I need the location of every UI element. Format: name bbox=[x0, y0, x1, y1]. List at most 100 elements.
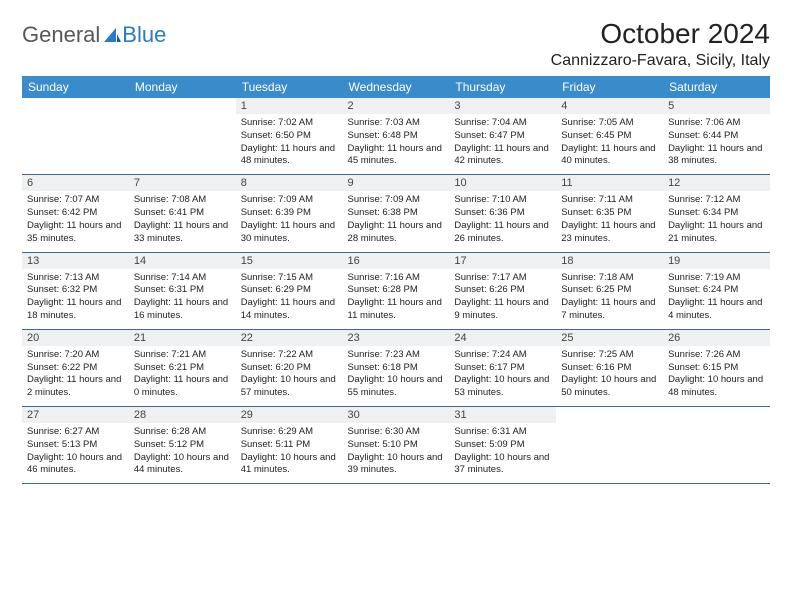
weekday-header: Saturday bbox=[663, 76, 770, 98]
calendar-day-cell: 19Sunrise: 7:19 AMSunset: 6:24 PMDayligh… bbox=[663, 252, 770, 329]
day-number: 16 bbox=[343, 253, 450, 269]
sunset-line: Sunset: 6:31 PM bbox=[134, 284, 231, 297]
weekday-header: Tuesday bbox=[236, 76, 343, 98]
day-number: 28 bbox=[129, 407, 236, 423]
day-details: Sunrise: 7:11 AMSunset: 6:35 PMDaylight:… bbox=[556, 191, 663, 251]
day-details: Sunrise: 7:10 AMSunset: 6:36 PMDaylight:… bbox=[449, 191, 556, 251]
daylight-line: Daylight: 10 hours and 55 minutes. bbox=[348, 374, 445, 400]
sunrise-line: Sunrise: 7:11 AM bbox=[561, 194, 658, 207]
sunrise-line: Sunrise: 6:30 AM bbox=[348, 426, 445, 439]
daylight-line: Daylight: 11 hours and 4 minutes. bbox=[668, 297, 765, 323]
calendar-week-row: 27Sunrise: 6:27 AMSunset: 5:13 PMDayligh… bbox=[22, 407, 770, 484]
day-details: Sunrise: 7:13 AMSunset: 6:32 PMDaylight:… bbox=[22, 269, 129, 329]
sunrise-line: Sunrise: 7:19 AM bbox=[668, 272, 765, 285]
calendar-day-cell: 27Sunrise: 6:27 AMSunset: 5:13 PMDayligh… bbox=[22, 407, 129, 484]
daylight-line: Daylight: 11 hours and 16 minutes. bbox=[134, 297, 231, 323]
sunrise-line: Sunrise: 6:29 AM bbox=[241, 426, 338, 439]
day-number: 9 bbox=[343, 175, 450, 191]
day-number: 10 bbox=[449, 175, 556, 191]
day-number: 12 bbox=[663, 175, 770, 191]
day-number: 31 bbox=[449, 407, 556, 423]
weekday-header: Friday bbox=[556, 76, 663, 98]
day-number: 29 bbox=[236, 407, 343, 423]
sunset-line: Sunset: 6:28 PM bbox=[348, 284, 445, 297]
sunset-line: Sunset: 6:29 PM bbox=[241, 284, 338, 297]
daylight-line: Daylight: 11 hours and 42 minutes. bbox=[454, 143, 551, 169]
sunset-line: Sunset: 6:22 PM bbox=[27, 362, 124, 375]
sunset-line: Sunset: 6:50 PM bbox=[241, 130, 338, 143]
day-number: 4 bbox=[556, 98, 663, 114]
sunrise-line: Sunrise: 7:02 AM bbox=[241, 117, 338, 130]
sunset-line: Sunset: 5:11 PM bbox=[241, 439, 338, 452]
calendar-day-cell: 6Sunrise: 7:07 AMSunset: 6:42 PMDaylight… bbox=[22, 175, 129, 252]
day-number: 27 bbox=[22, 407, 129, 423]
calendar-day-cell: 1 Sunrise: 7:02 AMSunset: 6:50 PMDaylight… bbox=[236, 98, 343, 175]
sunset-line: Sunset: 6:35 PM bbox=[561, 207, 658, 220]
logo: General Blue bbox=[22, 18, 166, 48]
sunrise-line: Sunrise: 7:09 AM bbox=[348, 194, 445, 207]
daylight-line: Daylight: 11 hours and 48 minutes. bbox=[241, 143, 338, 169]
daylight-line: Daylight: 11 hours and 11 minutes. bbox=[348, 297, 445, 323]
sunset-line: Sunset: 6:20 PM bbox=[241, 362, 338, 375]
day-details: Sunrise: 7:08 AMSunset: 6:41 PMDaylight:… bbox=[129, 191, 236, 251]
daylight-line: Daylight: 11 hours and 0 minutes. bbox=[134, 374, 231, 400]
sunrise-line: Sunrise: 7:18 AM bbox=[561, 272, 658, 285]
day-details: Sunrise: 7:19 AMSunset: 6:24 PMDaylight:… bbox=[663, 269, 770, 329]
calendar-day-cell: 4Sunrise: 7:05 AMSunset: 6:45 PMDaylight… bbox=[556, 98, 663, 175]
calendar-day-cell: 7Sunrise: 7:08 AMSunset: 6:41 PMDaylight… bbox=[129, 175, 236, 252]
day-details: Sunrise: 7:26 AMSunset: 6:15 PMDaylight:… bbox=[663, 346, 770, 406]
sunset-line: Sunset: 6:16 PM bbox=[561, 362, 658, 375]
sunset-line: Sunset: 5:13 PM bbox=[27, 439, 124, 452]
day-details: Sunrise: 7:24 AMSunset: 6:17 PMDaylight:… bbox=[449, 346, 556, 406]
sunset-line: Sunset: 6:17 PM bbox=[454, 362, 551, 375]
day-details: Sunrise: 7:03 AMSunset: 6:48 PMDaylight:… bbox=[343, 114, 450, 174]
sunrise-line: Sunrise: 7:23 AM bbox=[348, 349, 445, 362]
header: General Blue October 2024 Cannizzaro-Fav… bbox=[22, 18, 770, 70]
daylight-line: Daylight: 10 hours and 50 minutes. bbox=[561, 374, 658, 400]
sunrise-line: Sunrise: 6:31 AM bbox=[454, 426, 551, 439]
sunrise-line: Sunrise: 7:16 AM bbox=[348, 272, 445, 285]
calendar-day-cell: 12Sunrise: 7:12 AMSunset: 6:34 PMDayligh… bbox=[663, 175, 770, 252]
day-details: Sunrise: 7:20 AMSunset: 6:22 PMDaylight:… bbox=[22, 346, 129, 406]
day-details: Sunrise: 7:09 AMSunset: 6:39 PMDaylight:… bbox=[236, 191, 343, 251]
daylight-line: Daylight: 11 hours and 40 minutes. bbox=[561, 143, 658, 169]
calendar-day-cell: 8Sunrise: 7:09 AMSunset: 6:39 PMDaylight… bbox=[236, 175, 343, 252]
day-details: Sunrise: 7:22 AMSunset: 6:20 PMDaylight:… bbox=[236, 346, 343, 406]
sunrise-line: Sunrise: 7:06 AM bbox=[668, 117, 765, 130]
sunrise-line: Sunrise: 7:15 AM bbox=[241, 272, 338, 285]
day-details: Sunrise: 6:30 AMSunset: 5:10 PMDaylight:… bbox=[343, 423, 450, 483]
sunset-line: Sunset: 5:12 PM bbox=[134, 439, 231, 452]
calendar-day-cell: 29Sunrise: 6:29 AMSunset: 5:11 PMDayligh… bbox=[236, 407, 343, 484]
calendar-day-cell: 17Sunrise: 7:17 AMSunset: 6:26 PMDayligh… bbox=[449, 252, 556, 329]
calendar-week-row: 13Sunrise: 7:13 AMSunset: 6:32 PMDayligh… bbox=[22, 252, 770, 329]
day-details: Sunrise: 7:14 AMSunset: 6:31 PMDaylight:… bbox=[129, 269, 236, 329]
daylight-line: Daylight: 11 hours and 23 minutes. bbox=[561, 220, 658, 246]
sunrise-line: Sunrise: 7:09 AM bbox=[241, 194, 338, 207]
sunset-line: Sunset: 6:25 PM bbox=[561, 284, 658, 297]
day-number: 11 bbox=[556, 175, 663, 191]
sunrise-line: Sunrise: 7:04 AM bbox=[454, 117, 551, 130]
day-number: 25 bbox=[556, 330, 663, 346]
sunrise-line: Sunrise: 7:17 AM bbox=[454, 272, 551, 285]
day-number: 30 bbox=[343, 407, 450, 423]
day-number: 15 bbox=[236, 253, 343, 269]
day-details: Sunrise: 6:27 AMSunset: 5:13 PMDaylight:… bbox=[22, 423, 129, 483]
day-number: 1 bbox=[236, 98, 343, 114]
sunset-line: Sunset: 6:42 PM bbox=[27, 207, 124, 220]
calendar-day-cell: 23Sunrise: 7:23 AMSunset: 6:18 PMDayligh… bbox=[343, 329, 450, 406]
day-number: 23 bbox=[343, 330, 450, 346]
calendar-day-cell: 3Sunrise: 7:04 AMSunset: 6:47 PMDaylight… bbox=[449, 98, 556, 175]
day-details: Sunrise: 7:12 AMSunset: 6:34 PMDaylight:… bbox=[663, 191, 770, 251]
calendar-week-row: 6Sunrise: 7:07 AMSunset: 6:42 PMDaylight… bbox=[22, 175, 770, 252]
location: Cannizzaro-Favara, Sicily, Italy bbox=[551, 52, 770, 70]
sunset-line: Sunset: 6:36 PM bbox=[454, 207, 551, 220]
daylight-line: Daylight: 11 hours and 33 minutes. bbox=[134, 220, 231, 246]
day-details: Sunrise: 7:06 AMSunset: 6:44 PMDaylight:… bbox=[663, 114, 770, 174]
daylight-line: Daylight: 11 hours and 9 minutes. bbox=[454, 297, 551, 323]
calendar-day-cell: 21Sunrise: 7:21 AMSunset: 6:21 PMDayligh… bbox=[129, 329, 236, 406]
calendar-day-cell: 22Sunrise: 7:22 AMSunset: 6:20 PMDayligh… bbox=[236, 329, 343, 406]
calendar-day-cell: 20Sunrise: 7:20 AMSunset: 6:22 PMDayligh… bbox=[22, 329, 129, 406]
page-title: October 2024 bbox=[551, 18, 770, 50]
sunset-line: Sunset: 6:47 PM bbox=[454, 130, 551, 143]
calendar-day-cell: 30Sunrise: 6:30 AMSunset: 5:10 PMDayligh… bbox=[343, 407, 450, 484]
